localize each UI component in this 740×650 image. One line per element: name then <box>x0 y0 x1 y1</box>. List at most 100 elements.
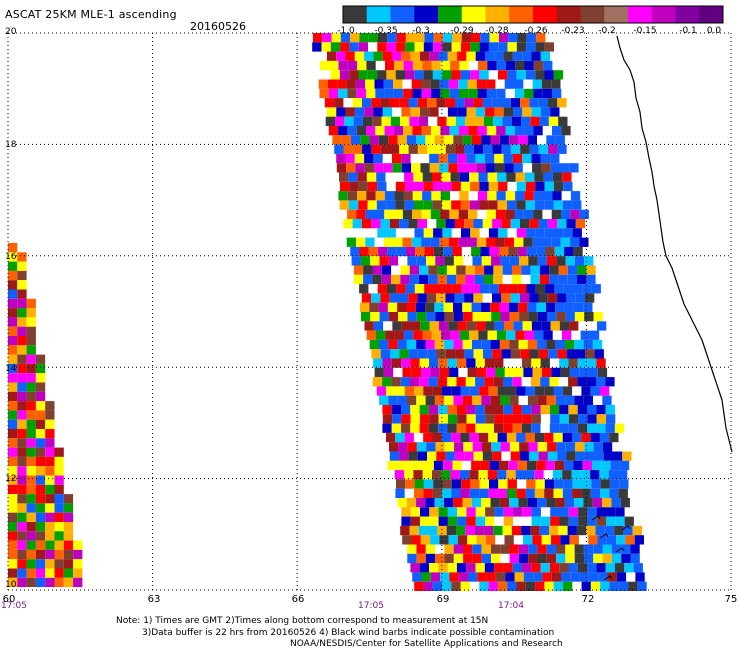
swath-pixel <box>379 339 389 350</box>
swath-pixel <box>625 535 635 545</box>
swath-pixel <box>479 70 489 80</box>
swath-pixel <box>409 525 419 536</box>
swath-pixel <box>17 401 27 411</box>
swath-pixel <box>512 153 523 164</box>
swath-pixel <box>454 451 465 461</box>
swath-pixel <box>400 265 410 275</box>
swath-pixel <box>518 498 528 508</box>
swath-pixel <box>401 153 411 164</box>
swath-pixel <box>441 470 451 480</box>
swath-pixel <box>557 451 567 461</box>
swath-pixel <box>73 549 83 560</box>
swath-pixel <box>479 200 489 210</box>
swath-pixel <box>328 88 339 99</box>
swath-pixel <box>26 336 36 346</box>
swath-pixel <box>514 79 524 89</box>
swath-pixel <box>481 339 491 350</box>
colorbar-segment <box>675 6 700 23</box>
swath-pixel <box>537 553 547 564</box>
swath-pixel <box>501 144 511 154</box>
swath-pixel <box>487 172 498 182</box>
swath-pixel <box>566 349 576 359</box>
swath-pixel <box>559 563 569 573</box>
swath-pixel <box>377 70 387 80</box>
swath-pixel <box>553 581 563 591</box>
swath-pixel <box>35 559 46 569</box>
swath-pixel <box>562 386 573 396</box>
swath-pixel <box>564 246 574 257</box>
swath-pixel <box>587 405 597 415</box>
swath-pixel <box>466 563 476 573</box>
swath-pixel <box>526 228 536 238</box>
swath-pixel <box>8 522 18 532</box>
swath-pixel <box>351 256 361 266</box>
swath-pixel <box>539 116 549 126</box>
swath-pixel <box>449 126 459 136</box>
swath-pixel <box>371 98 381 108</box>
swath-pixel <box>410 377 420 387</box>
swath-pixel <box>503 377 513 387</box>
swath-pixel <box>537 395 547 405</box>
swath-pixel <box>339 172 349 182</box>
swath-pixel <box>460 432 470 443</box>
swath-pixel <box>26 410 36 420</box>
swath-pixel <box>490 135 500 145</box>
swath-pixel <box>492 293 502 303</box>
swath-pixel <box>470 181 480 192</box>
swath-pixel <box>460 581 470 591</box>
swath-pixel <box>588 572 599 582</box>
swath-pixel <box>473 451 483 461</box>
swath-pixel <box>347 88 357 99</box>
swath-pixel <box>440 572 450 582</box>
swath-pixel <box>589 330 600 340</box>
swath-pixel <box>535 181 545 192</box>
swath-pixel <box>503 153 513 164</box>
swath-pixel <box>467 163 477 173</box>
swath-pixel <box>8 326 18 336</box>
swath-pixel <box>588 367 598 378</box>
swath-pixel <box>489 33 499 43</box>
swath-pixel <box>504 237 515 247</box>
swath-pixel <box>414 42 424 52</box>
swath-pixel <box>407 312 417 322</box>
swath-pixel <box>530 525 540 536</box>
swath-pixel <box>17 429 27 439</box>
swath-pixel <box>356 88 366 99</box>
swath-pixel <box>26 373 36 383</box>
swath-pixel <box>353 116 363 126</box>
swath-pixel <box>8 391 18 402</box>
swath-pixel <box>550 414 560 424</box>
swath-pixel <box>507 200 517 210</box>
swath-pixel <box>35 540 46 550</box>
swath-pixel <box>54 549 64 560</box>
swath-pixel <box>533 88 543 99</box>
swath-pixel <box>574 395 584 405</box>
swath-pixel <box>514 572 524 582</box>
swath-pixel <box>521 525 531 536</box>
swath-pixel <box>523 209 534 219</box>
swath-pixel <box>445 349 456 359</box>
swath-pixel <box>347 60 358 71</box>
swath-pixel <box>561 126 571 136</box>
swath-pixel <box>575 219 586 229</box>
swath-pixel <box>8 317 18 327</box>
swath-pixel <box>446 525 456 536</box>
swath-pixel <box>382 377 392 387</box>
swath-pixel <box>379 312 389 322</box>
swath-pixel <box>512 377 522 387</box>
swath-pixel <box>522 51 532 61</box>
swath-pixel <box>420 163 430 173</box>
swath-pixel <box>410 405 420 415</box>
swath-pixel <box>481 135 491 145</box>
swath-pixel <box>486 88 497 99</box>
swath-pixel <box>473 349 483 359</box>
swath-pixel <box>441 172 451 182</box>
swath-pixel <box>412 126 422 136</box>
swath-pixel <box>575 442 585 452</box>
swath-pixel <box>380 219 390 229</box>
swath-pixel <box>45 522 55 532</box>
swath-pixel <box>467 367 477 378</box>
swath-pixel <box>582 460 592 471</box>
swath-pixel <box>511 274 522 285</box>
swath-pixel <box>461 228 471 238</box>
